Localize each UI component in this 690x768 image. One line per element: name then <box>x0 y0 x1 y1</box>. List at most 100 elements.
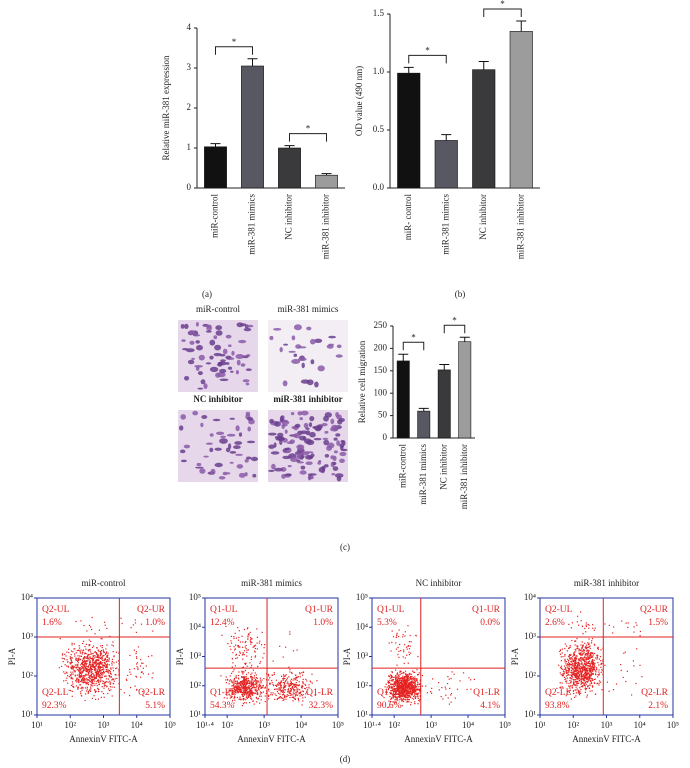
event-dot <box>264 686 266 688</box>
cell <box>180 449 186 454</box>
event-dot <box>302 697 304 699</box>
event-dot <box>400 677 402 679</box>
event-dot <box>273 672 275 674</box>
event-dot <box>78 670 80 672</box>
event-dot <box>106 660 108 662</box>
event-dot <box>255 682 257 684</box>
event-dot <box>245 644 247 647</box>
event-dot <box>587 642 589 644</box>
event-dot <box>573 667 575 669</box>
event-dot <box>576 669 578 671</box>
event-dot <box>251 672 253 674</box>
quadrant-percent: 1.5% <box>648 618 668 628</box>
event-dot <box>235 637 237 639</box>
event-dot <box>97 698 99 700</box>
event-dot <box>596 657 599 659</box>
cell <box>242 355 249 359</box>
event-dot <box>262 687 264 689</box>
event-dot <box>583 678 585 680</box>
event-dot <box>576 685 578 687</box>
event-dot <box>413 685 415 687</box>
cell <box>247 426 251 432</box>
event-dot <box>234 686 236 688</box>
event-dot <box>242 666 245 668</box>
event-dot <box>108 657 110 659</box>
event-dot <box>580 644 582 646</box>
event-dot <box>592 627 594 629</box>
event-dot <box>569 645 571 647</box>
event-dot <box>571 675 573 677</box>
event-dot <box>136 666 138 668</box>
event-dot <box>401 695 403 697</box>
event-dot <box>80 680 82 683</box>
event-dot <box>405 682 407 685</box>
event-dot <box>67 666 69 668</box>
plot-title: miR-381 inhibitor <box>574 578 639 588</box>
event-dot <box>573 681 575 683</box>
event-dot <box>302 671 305 673</box>
event-dot <box>232 699 234 702</box>
event-dot <box>239 688 241 691</box>
event-dot <box>107 681 109 683</box>
event-dot <box>412 687 414 689</box>
event-dot <box>584 650 586 652</box>
event-dot <box>415 686 417 688</box>
event-dot <box>80 669 82 671</box>
event-dot <box>252 694 254 696</box>
cell <box>201 415 208 419</box>
event-dot <box>395 684 397 686</box>
event-dot <box>390 687 392 689</box>
event-dot <box>409 645 411 647</box>
cell <box>333 450 338 454</box>
event-dot <box>272 660 274 662</box>
cell <box>309 431 316 438</box>
cell <box>183 444 191 449</box>
event-dot <box>231 682 233 684</box>
cell <box>309 416 315 422</box>
event-dot <box>589 668 592 671</box>
event-dot <box>95 682 97 685</box>
event-dot <box>403 651 405 653</box>
event-dot <box>400 678 402 680</box>
event-dot <box>230 690 232 692</box>
cell <box>245 456 252 460</box>
event-dot <box>263 647 265 649</box>
cell <box>314 381 319 388</box>
event-dot <box>384 686 386 688</box>
y-axis-label: Relative cell migration <box>357 340 367 423</box>
event-dot <box>576 645 578 648</box>
event-dot <box>257 687 260 689</box>
cell <box>279 439 283 445</box>
event-dot <box>414 701 416 703</box>
event-dot <box>409 689 411 691</box>
event-dot <box>282 699 284 702</box>
event-dot <box>577 663 579 665</box>
cell <box>220 359 226 362</box>
event-dot <box>415 687 417 689</box>
event-dot <box>574 684 576 686</box>
cell <box>310 359 315 365</box>
event-dot <box>95 671 97 673</box>
event-dot <box>606 681 608 683</box>
event-dot <box>98 670 100 672</box>
event-dot <box>599 681 602 683</box>
event-dot <box>398 650 400 652</box>
event-dot <box>284 697 286 699</box>
event-dot <box>298 693 300 695</box>
event-dot <box>577 689 579 692</box>
cell <box>296 461 305 464</box>
event-dot <box>409 693 411 695</box>
event-dot <box>99 667 101 669</box>
event-dot <box>301 672 303 674</box>
event-dot <box>251 638 253 640</box>
y-tick-label: 200 <box>374 342 388 352</box>
event-dot <box>82 666 84 668</box>
event-dot <box>627 622 629 624</box>
event-dot <box>577 672 579 674</box>
event-dot <box>586 669 588 671</box>
event-dot <box>591 662 593 665</box>
event-dot <box>574 679 577 681</box>
event-dot <box>405 680 407 682</box>
event-dot <box>295 689 297 691</box>
event-dot <box>575 667 577 669</box>
